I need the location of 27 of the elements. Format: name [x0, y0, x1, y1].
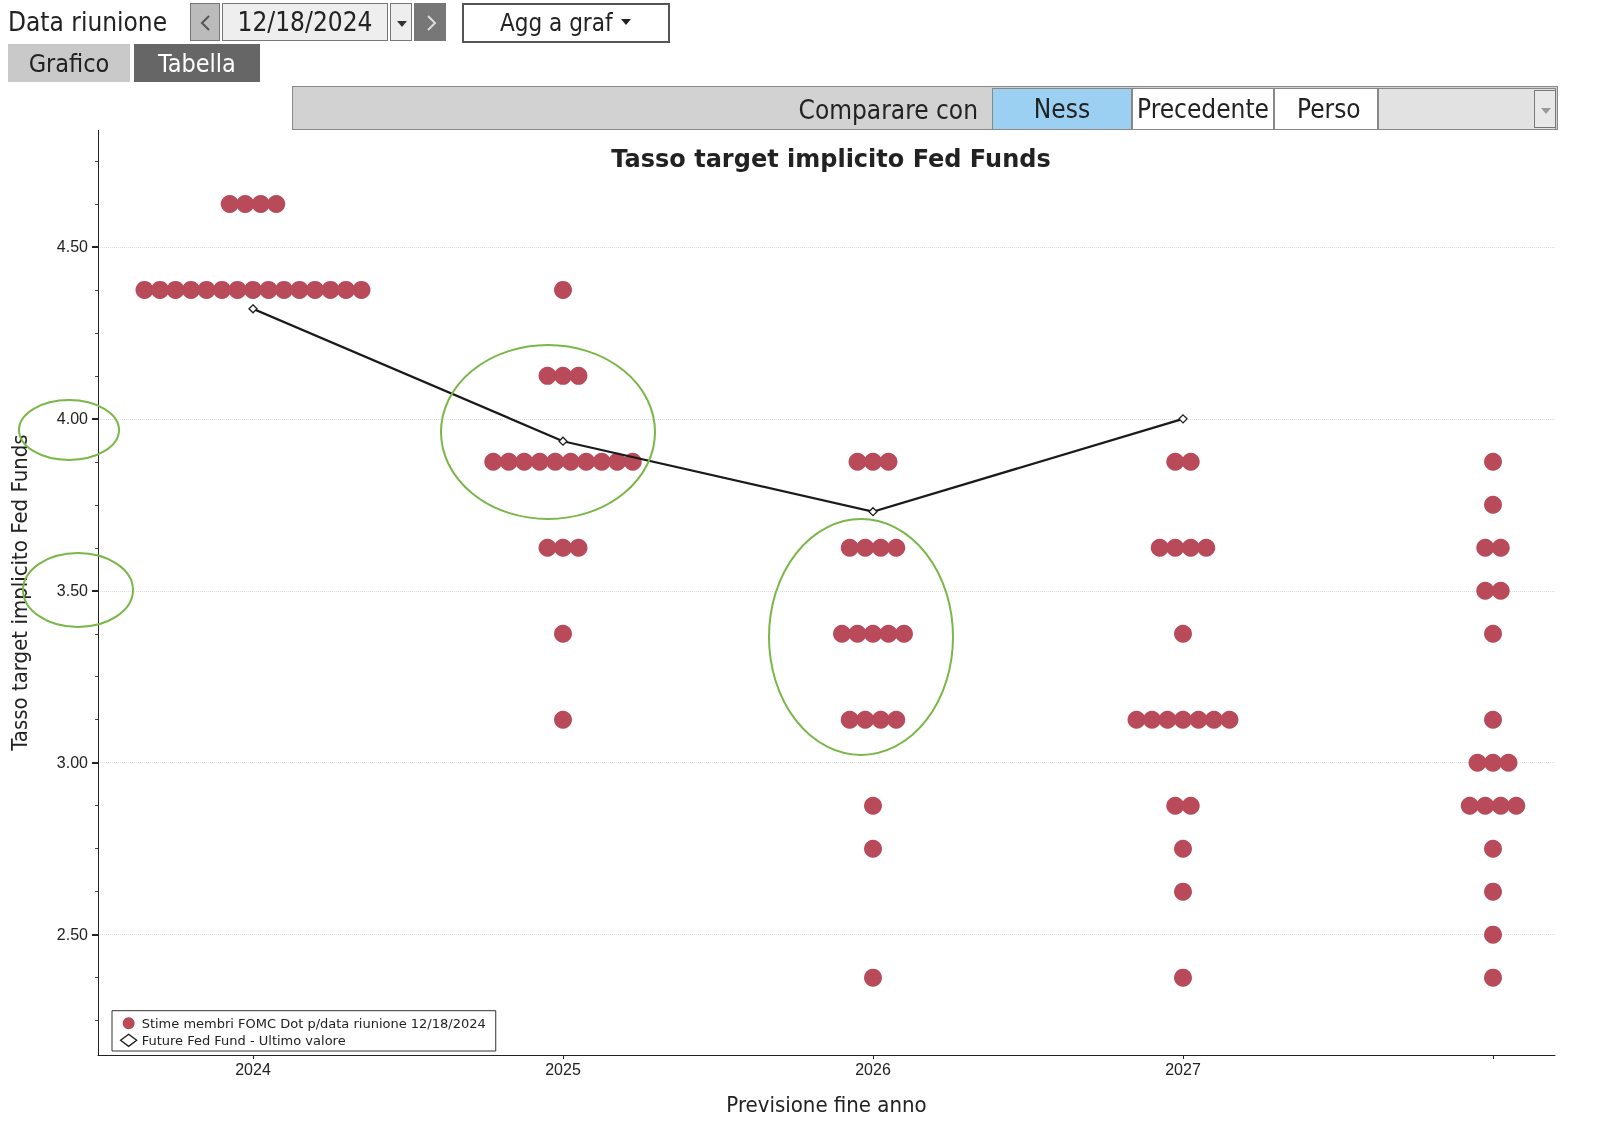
legend-label: Stime membri FOMC Dot p/data riunione 12/18/2024 — [141, 1015, 486, 1031]
legend-label: Future Fed Fund - Ultimo valore — [141, 1032, 346, 1048]
text: Perso — [1274, 88, 1378, 130]
text: Ness — [992, 88, 1132, 130]
point — [558, 436, 568, 446]
x-tick-label: 2024 — [235, 1060, 271, 1078]
y-tick-label: 3.50 — [56, 582, 89, 600]
point — [248, 304, 258, 314]
text: Tasso target implicito Fed Funds — [611, 145, 1051, 173]
x-tick-label: 2025 — [545, 1060, 581, 1078]
x-tick-label: 2026 — [855, 1060, 891, 1078]
x-tick-label: 2027 — [1165, 1060, 1201, 1078]
text: Data riunione — [8, 6, 169, 39]
text: Grafico — [8, 44, 130, 82]
text: Agg a graf — [462, 3, 670, 43]
point — [868, 507, 878, 517]
y-tick-label: 3.00 — [56, 754, 89, 772]
y-tick-label: 2.50 — [56, 926, 89, 944]
y-tick-label: 4.00 — [56, 410, 89, 428]
x-axis-title: Previsione fine anno — [726, 1091, 927, 1117]
y-tick-label: 4.50 — [56, 238, 89, 256]
y-axis-title: Tasso target implicito Fed Funds — [6, 434, 32, 752]
text: Tabella — [134, 44, 260, 82]
text: Comparare con — [797, 94, 979, 127]
point — [1178, 414, 1188, 424]
text: 12/18/2024 — [222, 3, 388, 41]
text: Precedente — [1132, 88, 1274, 130]
